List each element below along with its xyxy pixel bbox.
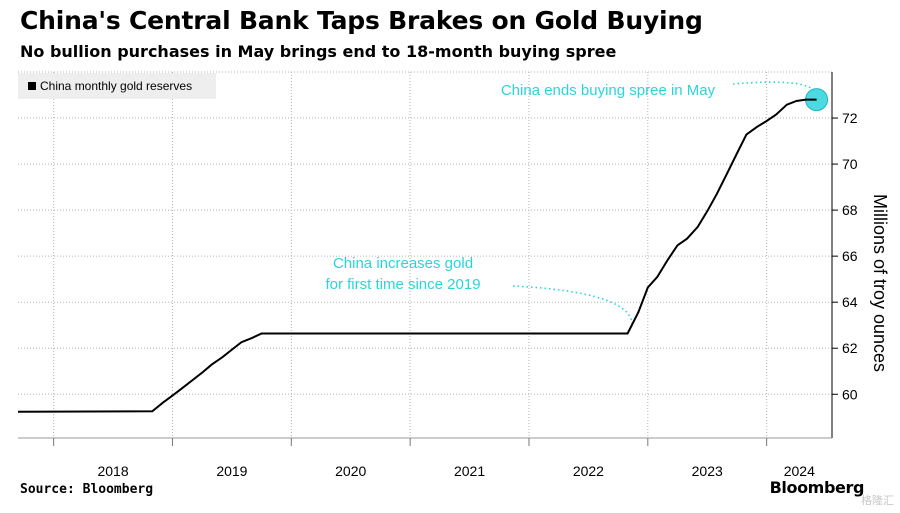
y-tick-label: 64: [842, 294, 858, 310]
annotation-leader: [513, 286, 632, 325]
annotation-leader: [733, 82, 815, 91]
annotation-text: China increases gold: [333, 255, 473, 272]
x-tick-label: 2019: [216, 463, 247, 479]
x-tick-label: 2024: [784, 463, 815, 479]
chart-legend: China monthly gold reserves: [18, 73, 216, 99]
x-tick-label: 2018: [97, 463, 128, 479]
x-axis: 2018 2019 2020 2021 2022 2023 2024: [18, 438, 832, 479]
y-tick-label: 60: [842, 386, 858, 402]
x-tick-label: 2020: [335, 463, 366, 479]
annotation-text: for first time since 2019: [325, 276, 480, 293]
y-tick-label: 62: [842, 340, 858, 356]
legend-entry: China monthly gold reserves: [40, 79, 192, 93]
x-tick-label: 2021: [454, 463, 485, 479]
source-note: Source: Bloomberg: [20, 482, 153, 497]
legend-swatch: [28, 82, 36, 90]
x-tick-label: 2022: [573, 463, 604, 479]
x-tick-label: 2023: [692, 463, 723, 479]
annotation-text: China ends buying spree in May: [501, 82, 716, 99]
y-tick-label: 70: [842, 156, 858, 172]
watermark: 格隆汇: [861, 492, 894, 508]
y-axis-label: Millions of troy ounces: [870, 194, 890, 372]
chart-area: China monthly gold reserves China ends b…: [0, 0, 900, 513]
y-tick-label: 68: [842, 202, 858, 218]
bloomberg-logo: Bloomberg: [770, 478, 864, 497]
y-tick-label: 72: [842, 110, 858, 126]
y-tick-label: 66: [842, 248, 858, 264]
y-axis: 60 62 64 66 68 70 72: [832, 72, 858, 438]
